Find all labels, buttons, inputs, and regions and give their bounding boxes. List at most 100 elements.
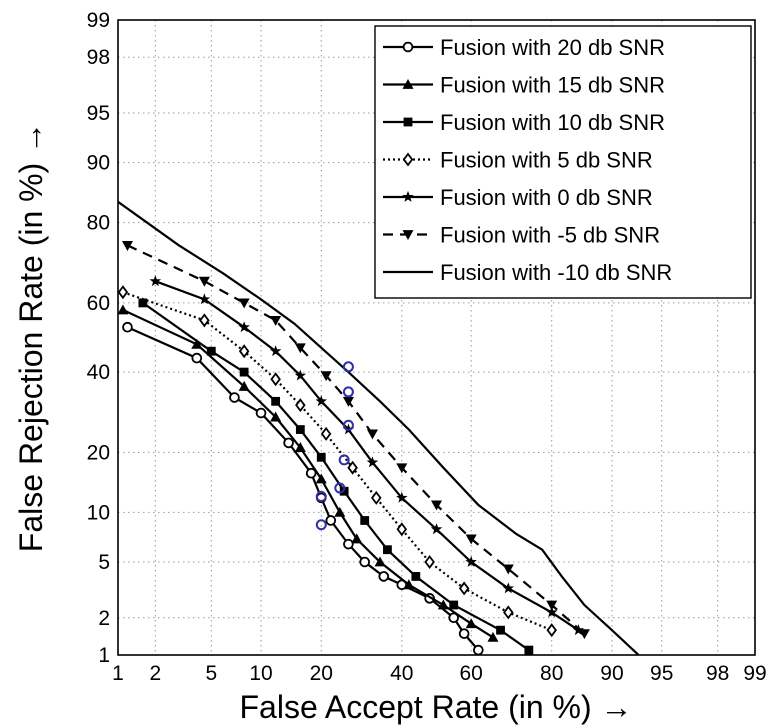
x-tick-label: 98 <box>706 662 729 685</box>
data-point <box>403 579 415 590</box>
y-tick-label: 90 <box>87 152 110 175</box>
legend-label: Fusion with 0 db SNR <box>440 185 653 210</box>
x-tick-label: 40 <box>390 662 413 685</box>
y-tick-label: 80 <box>87 212 110 235</box>
annotation-layer <box>315 361 354 531</box>
x-axis-label: False Accept Rate (in %) → <box>239 689 632 725</box>
data-point <box>294 343 306 354</box>
data-point <box>198 293 211 305</box>
data-point <box>403 117 413 127</box>
data-point <box>255 407 267 419</box>
data-point <box>449 600 459 610</box>
legend-label: Fusion with 5 db SNR <box>440 148 653 173</box>
y-tick-labels: 1 2 5 10 20 40 60 80 90 95 98 99 <box>87 9 110 667</box>
data-point <box>342 396 354 407</box>
y-tick-label: 60 <box>87 292 110 315</box>
data-point <box>283 437 294 449</box>
data-point <box>396 463 408 474</box>
x-tick-label: 20 <box>310 662 333 685</box>
data-point <box>320 371 332 382</box>
legend: Fusion with 20 db SNR Fusion with 15 db S… <box>374 25 752 299</box>
data-point <box>402 190 414 202</box>
y-tick-label: 98 <box>87 46 110 69</box>
legend-label: Fusion with 20 db SNR <box>440 35 665 60</box>
series-6 <box>121 241 590 640</box>
data-point <box>431 500 442 511</box>
highlight-marker <box>338 454 350 466</box>
data-point <box>383 545 392 555</box>
legend-box <box>374 25 752 299</box>
data-point <box>206 346 216 356</box>
data-point <box>396 522 408 537</box>
data-point <box>295 425 305 434</box>
data-point <box>402 230 414 240</box>
data-point <box>465 555 477 567</box>
data-point <box>424 554 435 569</box>
data-point <box>343 538 354 550</box>
data-point <box>502 564 514 575</box>
data-point <box>238 380 250 391</box>
data-point <box>138 298 148 308</box>
data-point <box>374 556 386 567</box>
x-tick-label: 80 <box>540 662 563 685</box>
y-tick-label: 5 <box>98 551 110 574</box>
series-line <box>127 244 586 635</box>
data-point <box>396 491 408 503</box>
data-point <box>503 605 514 620</box>
legend-label: Fusion with 15 db SNR <box>440 73 665 98</box>
x-tick-label: 10 <box>249 662 272 685</box>
data-point <box>578 629 590 640</box>
y-tick-label: 95 <box>87 102 110 125</box>
data-point <box>411 572 421 581</box>
data-point <box>359 556 371 568</box>
y-tick-label: 10 <box>87 501 110 524</box>
data-point <box>546 600 558 611</box>
data-point <box>334 506 346 517</box>
data-point <box>351 533 363 544</box>
data-point <box>229 392 240 403</box>
data-point <box>238 298 250 309</box>
data-point <box>448 612 460 624</box>
data-point <box>294 369 307 381</box>
data-point <box>315 395 327 407</box>
data-point <box>430 523 443 535</box>
data-point <box>502 582 514 594</box>
x-tick-label: 5 <box>205 662 217 685</box>
y-axis-label: False Rejection Rate (in %) → <box>13 122 49 552</box>
y-tick-label: 2 <box>98 607 110 630</box>
data-point <box>199 313 210 328</box>
data-point <box>546 623 557 638</box>
y-tick-label: 40 <box>87 361 110 384</box>
data-point <box>238 344 250 359</box>
data-point <box>378 571 390 582</box>
data-point <box>122 321 133 333</box>
legend-label: Fusion with -5 db SNR <box>440 223 660 248</box>
x-tick-label: 1 <box>112 662 124 685</box>
data-point <box>305 467 317 479</box>
data-point <box>315 473 327 484</box>
data-point <box>465 618 477 629</box>
data-point <box>294 442 306 452</box>
data-point <box>360 516 370 525</box>
data-point <box>295 398 306 413</box>
data-point <box>371 490 382 505</box>
data-point <box>366 429 378 440</box>
highlight-marker <box>315 491 327 503</box>
data-point <box>191 338 203 349</box>
data-point <box>238 321 250 333</box>
series-4 <box>117 285 557 638</box>
x-tick-label: 90 <box>600 662 623 685</box>
data-point <box>117 285 129 300</box>
highlight-marker <box>315 519 327 531</box>
data-point <box>465 534 477 545</box>
y-tick-label: 20 <box>87 441 110 464</box>
y-tick-label: 99 <box>87 9 110 32</box>
x-tick-label: 2 <box>149 662 161 685</box>
x-tick-label: 60 <box>460 662 483 685</box>
y-tick-label: 1 <box>98 644 110 667</box>
data-point <box>524 645 534 655</box>
data-point <box>320 426 332 441</box>
data-point <box>316 452 326 462</box>
series-7 <box>117 200 640 656</box>
